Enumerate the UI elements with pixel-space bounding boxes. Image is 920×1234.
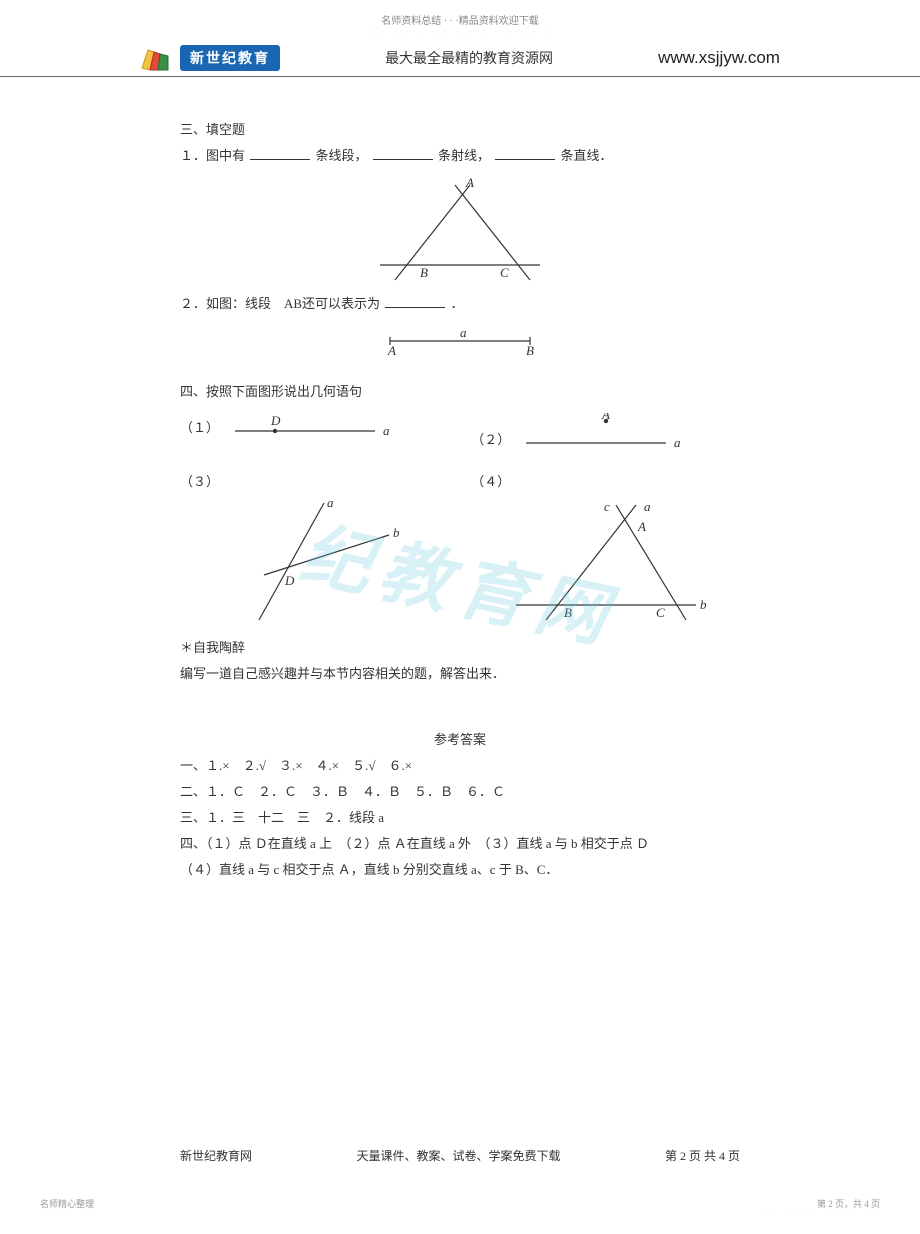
self-title: ＊自我陶醉 <box>180 635 740 661</box>
q3-1-mid2: 条射线， <box>438 148 490 163</box>
q3-1-pre: １．图中有 <box>180 148 245 163</box>
section3-title: 三、填空题 <box>180 117 740 143</box>
footer-bot-left: 名师精心整理 <box>40 1199 94 1209</box>
svg-text:a: a <box>674 435 681 450</box>
svg-text:D: D <box>270 413 281 428</box>
footer-mid: 新世纪教育网 天量课件、教案、试卷、学案免费下载 第 2 页 共 4 页 <box>0 1147 920 1164</box>
row-figs-34-labels: （３） （４） <box>180 469 740 495</box>
q3-1: １．图中有 条线段， 条射线， 条直线． <box>180 143 740 169</box>
svg-text:B: B <box>564 605 572 620</box>
figure-point-d-on-a: Da <box>225 413 405 443</box>
figure-triangle-abc: A B C <box>360 175 560 285</box>
svg-text:a: a <box>327 495 334 510</box>
fig42-wrap: （２） Aa <box>471 413 740 453</box>
svg-text:a: a <box>644 499 651 514</box>
books-icon <box>140 44 176 72</box>
footer-mid-right: 第 2 页 共 4 页 <box>665 1147 740 1164</box>
blank-segments <box>250 146 310 160</box>
logo-text: 新世纪教育 <box>180 45 280 71</box>
answers-l3: 三、１．三 十二 三 ２．线段 a <box>180 805 740 831</box>
q3-1-post: 条直线． <box>561 148 613 163</box>
svg-text:A: A <box>387 343 396 358</box>
fig41-wrap: （１） Da <box>180 413 449 453</box>
banner-url: www.xsjjyw.com <box>658 48 780 72</box>
label-p2: （２） <box>471 427 510 453</box>
svg-text:C: C <box>656 605 665 620</box>
q3-2-pre: ２．如图：线段 AB还可以表示为 <box>180 296 380 311</box>
content: 三、填空题 １．图中有 条线段， 条射线， 条直线． A B C ２．如图：线段 A… <box>0 77 920 883</box>
fig43-wrap: a b D <box>180 495 449 625</box>
figure-point-a-off-a: Aa <box>516 413 696 453</box>
footer-mid-center: 天量课件、教案、试卷、学案免费下载 <box>356 1147 560 1164</box>
svg-text:a: a <box>460 325 467 340</box>
answers-l1: 一、１.× ２.√ ３.× ４.× ５.√ ６.× <box>180 753 740 779</box>
banner: 新世纪教育 最大最全最精的教育资源网 www.xsjjyw.com <box>0 44 920 77</box>
blank-segment-ab <box>385 294 445 308</box>
svg-text:a: a <box>383 423 390 438</box>
top-header-text: 名师资料总结 · · ·精品资料欢迎下载 <box>381 16 539 27</box>
label-p3: （３） <box>180 474 219 489</box>
section4-title: 四、按照下面图形说出几何语句 <box>180 379 740 405</box>
svg-text:B: B <box>526 343 534 358</box>
fig44-wrap: c aA B Cb <box>471 495 740 625</box>
svg-text:A: A <box>601 413 610 422</box>
footer-mid-left: 新世纪教育网 <box>180 1147 252 1164</box>
top-header: 名师资料总结 · · ·精品资料欢迎下载 · · · · · · · · · ·… <box>0 0 920 38</box>
banner-center: 最大最全最精的教育资源网 <box>385 48 553 72</box>
top-header-sub: · · · · · · · · · · · · · · · <box>368 28 552 37</box>
blank-rays <box>373 146 433 160</box>
answers-title: 参考答案 <box>180 727 740 753</box>
svg-text:A: A <box>465 175 474 190</box>
figure-segment-ab: a A B <box>370 323 550 359</box>
label-p1: （１） <box>180 415 219 441</box>
self-body: 编写一道自己感兴趣并与本节内容相关的题，解答出来． <box>180 661 740 687</box>
row-figs-12: （１） Da （２） Aa <box>180 413 740 453</box>
svg-text:A: A <box>637 519 646 534</box>
q3-1-mid1: 条线段， <box>316 148 368 163</box>
answers-l4: 四、（１）点 Ｄ在直线 a 上 （２）点 Ａ在直线 a 外 （３）直线 a 与 … <box>180 831 740 857</box>
q3-2-post: ． <box>451 296 464 311</box>
answers-l2: 二、１．Ｃ ２．Ｃ ３．Ｂ ４．Ｂ ５．Ｂ ６．Ｃ <box>180 779 740 805</box>
footer-bot-right-sub: · · · · · · · · · · · · <box>764 1212 880 1220</box>
svg-text:C: C <box>500 265 509 280</box>
answers-l5: （４）直线 a 与 c 相交于点 Ａ，直线 b 分别交直线 a、c 于 B、C． <box>180 857 740 883</box>
logo-area: 新世纪教育 <box>140 44 280 72</box>
footer-bot-left-sub: · · · · · · <box>40 1212 96 1220</box>
svg-text:b: b <box>700 597 706 612</box>
figure-lines-abc: c aA B Cb <box>506 495 706 625</box>
blank-lines <box>495 146 555 160</box>
figure-lines-ab-d: a b D <box>229 495 399 625</box>
svg-text:c: c <box>604 499 610 514</box>
row-figs-34: abD caABCb <box>180 495 740 625</box>
footer-bot-right: 第 2 页，共 4 页 <box>817 1199 880 1209</box>
svg-text:b: b <box>393 525 399 540</box>
svg-text:D: D <box>284 573 295 588</box>
svg-text:B: B <box>420 265 428 280</box>
label-p4: （４） <box>471 474 510 489</box>
footer-bot: 名师精心整理 · · · · · · 第 2 页，共 4 页 · · · · ·… <box>0 1197 920 1220</box>
q3-2: ２．如图：线段 AB还可以表示为 ． <box>180 291 740 317</box>
